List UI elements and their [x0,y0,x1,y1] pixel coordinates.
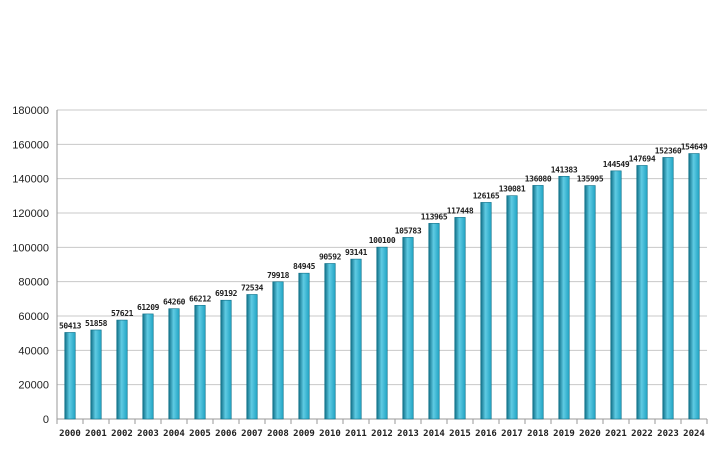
data-label-2005: 66212 [189,294,212,303]
x-tick-label-2003: 2003 [137,429,159,439]
bar-2018 [532,185,544,420]
x-tick-label-2018: 2018 [527,429,549,439]
data-label-2015: 117448 [447,206,474,215]
x-tick-label-2013: 2013 [397,429,419,439]
bar-2008 [272,281,284,420]
x-tick-label-2004: 2004 [163,429,185,439]
data-label-2009: 84945 [293,262,316,271]
y-tick-label: 80000 [18,277,49,289]
data-label-2021: 144549 [603,160,630,169]
bar-2013 [402,237,414,420]
bar-2012 [376,246,388,420]
data-label-2007: 72534 [241,283,264,292]
x-tick-label-2011: 2011 [345,429,367,439]
x-tick-label-2009: 2009 [293,429,315,439]
y-tick-label: 180000 [12,105,49,117]
bar-2024 [688,153,700,420]
data-label-2018: 136080 [525,174,552,183]
bar-2005 [194,305,206,420]
x-tick-label-2023: 2023 [657,429,679,439]
y-tick-label: 100000 [12,242,49,254]
x-tick-label-2000: 2000 [59,429,81,439]
x-tick-label-2007: 2007 [241,429,263,439]
x-tick-label-2014: 2014 [423,429,445,439]
data-label-2013: 105783 [395,226,422,235]
data-label-2019: 141383 [551,165,578,174]
y-tick-label: 160000 [12,139,49,151]
bar-2002 [116,319,128,420]
data-label-2001: 51858 [85,319,108,328]
data-label-2006: 69192 [215,289,238,298]
bar-2006 [220,299,232,420]
bar-2023 [662,157,674,420]
bar-2010 [324,263,336,420]
bar-2009 [298,272,310,420]
data-label-2016: 126165 [473,191,500,200]
x-tick-label-2008: 2008 [267,429,289,439]
data-label-2008: 79918 [267,271,290,280]
bar-2003 [142,313,154,420]
data-label-2017: 130081 [499,185,526,194]
x-tick-label-2005: 2005 [189,429,211,439]
x-tick-label-2024: 2024 [683,429,705,439]
bar-2011 [350,258,362,420]
data-label-2024: 154649 [681,143,708,152]
y-tick-label: 40000 [18,345,49,357]
x-tick-label-2020: 2020 [579,429,601,439]
x-tick-label-2017: 2017 [501,429,523,439]
bar-2021 [610,170,622,420]
x-tick-label-2006: 2006 [215,429,237,439]
bar-2020 [584,185,596,420]
data-label-2010: 90592 [319,252,342,261]
data-label-2011: 93141 [345,248,368,257]
bar-2004 [168,308,180,420]
bar-2001 [90,329,102,420]
data-label-2023: 152360 [655,146,682,155]
x-tick-label-2002: 2002 [111,429,133,439]
data-label-2004: 64260 [163,298,186,307]
x-tick-label-2022: 2022 [631,429,653,439]
data-label-2003: 61209 [137,303,160,312]
x-tick-label-2010: 2010 [319,429,341,439]
x-tick-label-2001: 2001 [85,429,107,439]
data-label-2020: 135995 [577,175,604,184]
y-tick-label: 20000 [18,380,49,392]
bar-2019 [558,175,570,420]
bar-2016 [480,202,492,420]
y-tick-label: 60000 [18,311,49,323]
bar-2015 [454,217,466,420]
x-tick-label-2019: 2019 [553,429,575,439]
x-axis-tick-labels: 2000 2001 2002 2003 2004 2005 2006 2007 2008 2009… [59,429,705,439]
bar-2014 [428,223,440,420]
data-label-2000: 50413 [59,321,82,330]
data-label-2014: 113965 [421,212,448,221]
bar-2000 [64,332,76,420]
y-tick-label: 120000 [12,208,49,220]
x-tick-label-2012: 2012 [371,429,393,439]
y-axis-tick-labels: 0 20000 40000 60000 80000 100000 120000 140000 1… [12,105,49,426]
y-tick-label: 0 [43,414,49,426]
bars [64,153,700,420]
y-tick-label: 140000 [12,174,49,186]
x-tick-label-2016: 2016 [475,429,497,439]
x-tick-label-2015: 2015 [449,429,471,439]
x-tick-label-2021: 2021 [605,429,627,439]
bar-2017 [506,195,518,420]
bar-2022 [636,165,648,420]
data-label-2022: 147694 [629,154,656,163]
data-label-2002: 57621 [111,309,134,318]
data-label-2012: 100100 [369,236,396,245]
bar-2007 [246,294,258,420]
